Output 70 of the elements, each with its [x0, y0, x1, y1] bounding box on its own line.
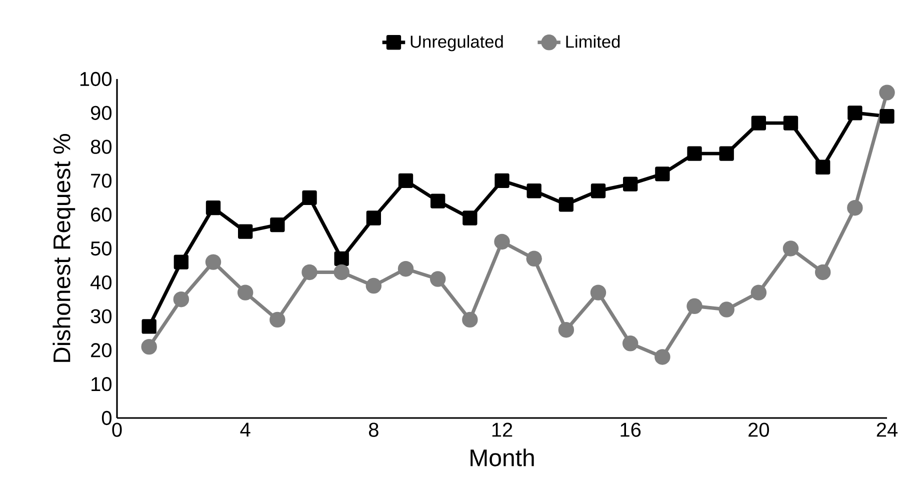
- point: [302, 264, 318, 280]
- point: [879, 84, 895, 100]
- point: [590, 284, 606, 300]
- point: [558, 197, 574, 212]
- legend-label: Unregulated: [410, 35, 503, 52]
- y-tick-label: 100: [80, 72, 112, 86]
- y-axis-title: Dishonest Request %: [52, 134, 76, 362]
- point: [398, 260, 414, 277]
- point: [237, 284, 254, 300]
- x-tick-label: 4: [240, 422, 250, 436]
- point: [494, 234, 510, 250]
- y-tick-label: 50: [90, 241, 112, 256]
- point: [430, 271, 446, 287]
- point: [366, 278, 382, 294]
- point: [270, 312, 286, 328]
- point: [526, 250, 542, 267]
- x-tick-label: 0: [112, 422, 122, 437]
- point: [334, 264, 350, 280]
- point: [590, 184, 606, 198]
- point: [880, 108, 894, 124]
- x-tick-label: 12: [492, 422, 512, 437]
- point: [655, 166, 670, 182]
- point: [558, 322, 574, 338]
- y-tick-label: 20: [91, 343, 112, 358]
- point: [782, 240, 799, 256]
- legend-label: Limited: [566, 35, 620, 48]
- point: [398, 173, 414, 188]
- x-tick-label: 24: [876, 422, 898, 437]
- point: [622, 336, 638, 352]
- y-tick-label: 10: [92, 377, 112, 392]
- point: [494, 173, 510, 188]
- point: [623, 176, 638, 192]
- y-tick-label: 0: [102, 410, 112, 426]
- point: [174, 254, 189, 270]
- point: [462, 312, 478, 328]
- point: [462, 210, 478, 226]
- point: [783, 116, 798, 130]
- point: [751, 116, 766, 130]
- point: [750, 284, 767, 300]
- point: [719, 146, 734, 161]
- point: [302, 190, 317, 205]
- x-tick-label: 8: [368, 422, 378, 437]
- point: [816, 160, 830, 174]
- point: [718, 302, 734, 318]
- y-tick-label: 80: [90, 140, 112, 154]
- point: [270, 217, 285, 232]
- point: [430, 194, 446, 208]
- point: [141, 338, 157, 355]
- y-tick-label: 70: [91, 174, 112, 188]
- point: [334, 251, 349, 266]
- y-tick-label: 60: [91, 208, 112, 222]
- x-tick-label: 16: [620, 422, 641, 437]
- point: [173, 291, 190, 308]
- x-axis-title: Month: [470, 448, 534, 466]
- x-tick-label: 20: [748, 422, 769, 437]
- point: [654, 349, 670, 365]
- point: [142, 319, 156, 334]
- point: [366, 210, 382, 226]
- point: [687, 146, 702, 161]
- point: [847, 200, 863, 216]
- point: [848, 106, 862, 120]
- point: [206, 200, 221, 216]
- point: [205, 254, 222, 270]
- point: [238, 224, 253, 239]
- point: [686, 298, 702, 314]
- y-tick-label: 90: [90, 106, 112, 120]
- y-tick-label: 30: [90, 309, 112, 324]
- point: [526, 184, 542, 198]
- point: [814, 264, 831, 280]
- y-tick-label: 40: [90, 275, 112, 290]
